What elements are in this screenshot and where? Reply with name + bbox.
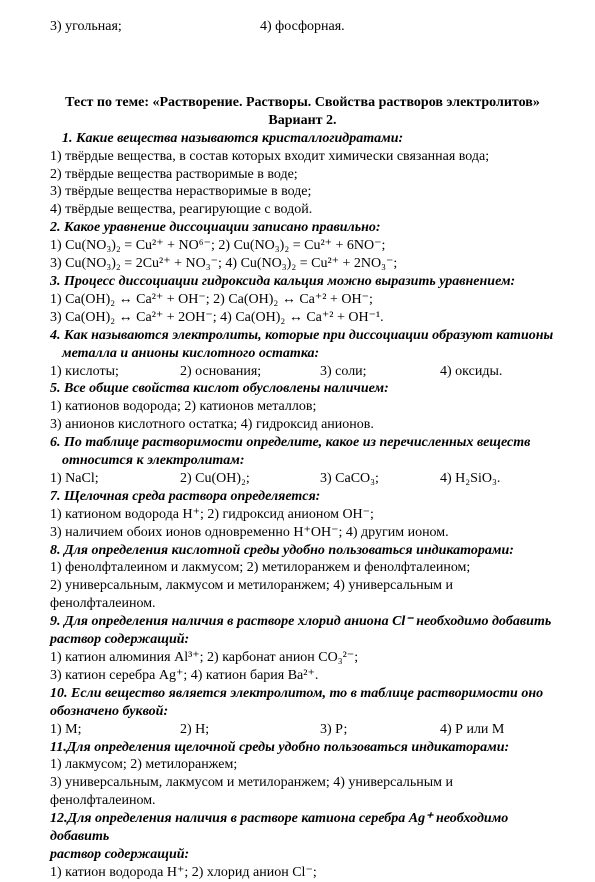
variant: Вариант 2. [50, 112, 555, 130]
q3-opts-b: 3) Ca(OH)₂ ↔ Ca²⁺ + 2OH⁻; 4) Ca(OH)₂ ↔ C… [50, 309, 555, 327]
q4-opt3: 3) соли; [320, 363, 440, 381]
q1-opt3: 3) твёрдые вещества нерастворимые в воде… [50, 183, 555, 201]
q2-opts-b: 3) Cu(NO₃)₂ = 2Cu²⁺ + NO₃⁻; 4) Cu(NO₃)₂ … [50, 255, 555, 273]
q8-opts-b: 2) универсальным, лакмусом и метилоранже… [50, 577, 555, 613]
q8-opts-a: 1) фенолфталеином и лакмусом; 2) метилор… [50, 559, 555, 577]
top-answers: 3) угольная; 4) фосфорная. [50, 18, 555, 36]
q2: 2. Какое уравнение диссоциации записано … [50, 219, 555, 237]
ans-4: 4) фосфорная. [260, 18, 345, 36]
q3: 3. Процесс диссоциации гидроксида кальци… [50, 273, 555, 291]
q6-opt1: 1) NaCl; [50, 470, 180, 488]
q6-opts: 1) NaCl; 2) Cu(OH)₂; 3) CaCO₃; 4) H₂SiO₃… [50, 470, 555, 488]
q10-opt1: 1) М; [50, 721, 180, 739]
q7-opts-a: 1) катионом водорода H⁺; 2) гидроксид ан… [50, 506, 555, 524]
q6: 6. По таблице растворимости определите, … [50, 434, 555, 452]
q6-opt4: 4) H₂SiO₃. [440, 470, 555, 488]
q5: 5. Все общие свойства кислот обусловлены… [50, 380, 555, 398]
q4-opt4: 4) оксиды. [440, 363, 555, 381]
q1-opt1: 1) твёрдые вещества, в состав которых вх… [50, 148, 555, 166]
q1-opt2: 2) твёрдые вещества растворимые в воде; [50, 166, 555, 184]
q6x: относится к электролитам: [50, 452, 555, 470]
q11: 11.Для определения щелочной среды удобно… [50, 739, 555, 757]
q5-opts-a: 1) катионов водорода; 2) катионов металл… [50, 398, 555, 416]
q4-opt1: 1) кислоты; [50, 363, 180, 381]
q11-opts-a: 1) лакмусом; 2) метилоранжем; [50, 756, 555, 774]
q7: 7. Щелочная среда раствора определяется: [50, 488, 555, 506]
q2-opts-a: 1) Cu(NO₃)₂ = Cu²⁺ + NO⁶⁻; 2) Cu(NO₃)₂ =… [50, 237, 555, 255]
q9-opts-b: 3) катион серебра Ag⁺; 4) катион бария B… [50, 667, 555, 685]
q10x: обозначено буквой: [50, 703, 555, 721]
q4x: металла и анионы кислотного остатка: [50, 345, 555, 363]
q9: 9. Для определения наличия в растворе хл… [50, 613, 555, 631]
q3-opts-a: 1) Ca(OH)₂ ↔ Ca²⁺ + OH⁻; 2) Ca(OH)₂ ↔ Ca… [50, 291, 555, 309]
q11-opts-b: 3) универсальным, лакмусом и метилоранже… [50, 774, 555, 810]
q10-opt2: 2) Н; [180, 721, 320, 739]
q10-opts: 1) М; 2) Н; 3) Р; 4) Р или М [50, 721, 555, 739]
ans-3: 3) угольная; [50, 18, 260, 36]
q12: 12.Для определения наличия в растворе ка… [50, 810, 555, 846]
q7-opts-b: 3) наличием обоих ионов одновременно H⁺O… [50, 524, 555, 542]
q1: 1. Какие вещества называются кристаллоги… [50, 130, 555, 148]
q6-opt2: 2) Cu(OH)₂; [180, 470, 320, 488]
q6-opt3: 3) CaCO₃; [320, 470, 440, 488]
q10: 10. Если вещество является электролитом,… [50, 685, 555, 703]
q4-opts: 1) кислоты; 2) основания; 3) соли; 4) ок… [50, 363, 555, 381]
q9x: раствор содержащий: [50, 631, 555, 649]
q12x: раствор содержащий: [50, 846, 555, 864]
q8: 8. Для определения кислотной среды удобн… [50, 542, 555, 560]
q4-opt2: 2) основания; [180, 363, 320, 381]
q4: 4. Как называются электролиты, которые п… [50, 327, 555, 345]
q9-opts-a: 1) катион алюминия Al³⁺; 2) карбонат ани… [50, 649, 555, 667]
q10-opt3: 3) Р; [320, 721, 440, 739]
test-title: Тест по теме: «Растворение. Растворы. Св… [50, 94, 555, 112]
q5-opts-b: 3) анионов кислотного остатка; 4) гидрок… [50, 416, 555, 434]
q10-opt4: 4) Р или М [440, 721, 555, 739]
worksheet-page: 3) угольная; 4) фосфорная. Тест по теме:… [0, 0, 595, 882]
q12-opts-a: 1) катион водорода H⁺; 2) хлорид анион C… [50, 864, 555, 882]
q1-opt4: 4) твёрдые вещества, реагирующие с водой… [50, 201, 555, 219]
